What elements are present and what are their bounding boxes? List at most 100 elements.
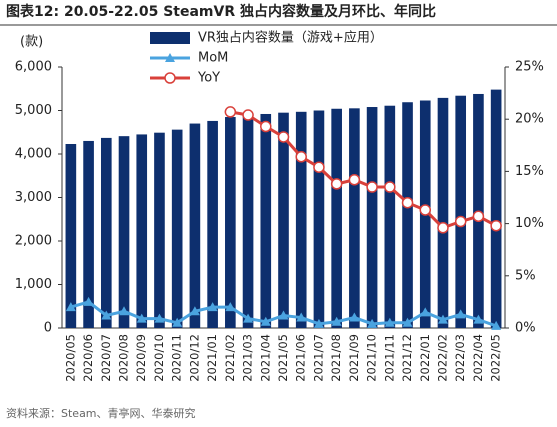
bar <box>384 105 396 328</box>
x-tick-label: 2022/04 <box>471 334 485 382</box>
x-tick-label: 2021/06 <box>294 334 308 382</box>
y-tick-label: 3,000 <box>15 190 52 205</box>
bar <box>136 134 148 328</box>
bar <box>260 113 272 328</box>
bar <box>331 108 342 328</box>
marker <box>242 109 254 121</box>
x-tick-label: 2021/08 <box>329 334 343 382</box>
x-tick-label: 2021/03 <box>241 334 255 382</box>
marker <box>207 302 218 312</box>
x-tick-label: 2021/07 <box>311 334 325 382</box>
x-tick-label: 2021/11 <box>382 334 396 382</box>
marker <box>295 151 307 163</box>
marker <box>384 317 395 327</box>
bar <box>83 140 94 328</box>
legend-label: YoY <box>197 71 220 86</box>
y-axis-label: (款) <box>20 35 43 50</box>
marker <box>296 312 307 322</box>
x-tick-label: 2021/01 <box>205 334 219 382</box>
bar <box>295 111 307 329</box>
bar <box>118 136 130 328</box>
marker <box>313 161 325 173</box>
bar <box>313 110 325 328</box>
y2-tick-label: 10% <box>515 216 544 231</box>
bar <box>100 137 112 328</box>
y-tick-label: 1,000 <box>15 277 52 292</box>
marker <box>348 174 361 186</box>
bar <box>225 117 236 329</box>
marker <box>473 314 484 324</box>
bar <box>349 108 360 328</box>
x-tick-label: 2020/11 <box>170 334 184 382</box>
bar <box>455 95 467 329</box>
marker <box>331 316 342 326</box>
marker <box>277 131 290 143</box>
marker <box>101 310 112 320</box>
y-tick-label: 5,000 <box>15 103 52 118</box>
marker <box>402 317 413 327</box>
marker <box>65 302 76 312</box>
x-tick-label: 2021/12 <box>400 334 414 382</box>
bar <box>154 132 165 328</box>
x-tick-label: 2021/02 <box>223 334 237 382</box>
source-note: 资料来源：Steam、青亭网、华泰研究 <box>6 406 196 420</box>
x-tick-label: 2021/10 <box>365 334 379 382</box>
marker <box>384 181 396 193</box>
x-tick-label: 2020/12 <box>187 334 201 382</box>
y2-tick-label: 25% <box>515 60 544 75</box>
y2-tick-label: 15% <box>515 164 544 179</box>
bar <box>189 123 201 328</box>
bar <box>242 114 254 328</box>
marker <box>136 313 147 323</box>
bar <box>490 89 502 329</box>
marker <box>330 178 343 190</box>
y2-tick-label: 5% <box>515 268 536 283</box>
marker <box>401 196 414 209</box>
marker <box>154 313 165 323</box>
x-tick-label: 2022/02 <box>435 334 449 382</box>
legend-marker <box>164 72 176 84</box>
marker <box>83 296 94 306</box>
y-tick-label: 4,000 <box>15 147 52 162</box>
x-tick-label: 2022/05 <box>489 334 503 382</box>
bar <box>171 129 183 328</box>
y2-tick-label: 20% <box>515 112 544 127</box>
x-tick-label: 2020/06 <box>81 334 95 382</box>
marker <box>472 210 485 223</box>
y-tick-label: 2,000 <box>15 234 52 249</box>
marker <box>490 219 502 232</box>
marker <box>420 307 431 317</box>
bar <box>207 120 218 328</box>
x-tick-label: 2020/08 <box>117 334 131 382</box>
marker <box>437 222 449 234</box>
bar <box>366 107 378 329</box>
x-tick-label: 2022/03 <box>453 334 467 382</box>
x-tick-label: 2020/10 <box>152 334 166 382</box>
marker <box>260 316 271 326</box>
marker <box>491 320 502 330</box>
marker <box>366 181 378 193</box>
bar <box>437 97 449 328</box>
marker <box>225 302 236 312</box>
x-tick-label: 2022/01 <box>418 334 432 382</box>
y2-tick-label: 0% <box>515 321 536 336</box>
marker <box>437 314 448 324</box>
marker <box>313 318 324 328</box>
x-tick-label: 2021/09 <box>347 334 361 382</box>
legend-label: MoM <box>198 51 228 66</box>
chart-title: 图表12: 20.05-22.05 SteamVR 独占内容数量及月环比、年同比 <box>6 3 436 20</box>
marker <box>349 312 360 322</box>
marker <box>224 106 237 118</box>
y-tick-label: 6,000 <box>15 60 52 75</box>
marker <box>189 306 200 316</box>
marker <box>172 317 183 327</box>
line <box>230 110 497 230</box>
bar <box>278 112 289 328</box>
marker <box>260 120 272 133</box>
legend-label: VR独占内容数量（游戏+应用） <box>198 30 383 46</box>
legend-marker <box>165 53 175 62</box>
x-tick-label: 2021/05 <box>276 334 290 382</box>
marker <box>119 306 130 316</box>
x-tick-label: 2020/07 <box>99 334 113 382</box>
